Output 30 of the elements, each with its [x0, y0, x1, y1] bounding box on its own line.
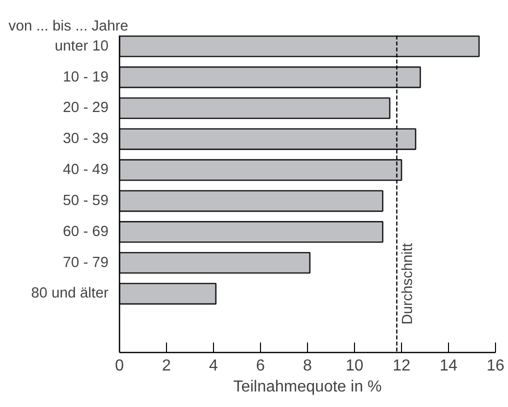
y-tick-label: 40 - 49 — [62, 162, 109, 178]
x-tick-label: 10 — [346, 358, 364, 374]
y-tick-label: 20 - 29 — [62, 100, 109, 116]
y-tick-label: 50 - 59 — [62, 192, 109, 209]
x-tick-label: 16 — [486, 358, 504, 374]
bar — [120, 66, 421, 88]
x-axis-title: Teilnahmequote in % — [233, 378, 382, 396]
x-tick-label: 12 — [392, 358, 410, 374]
x-tick-label: 4 — [209, 358, 218, 374]
x-tick-label: 6 — [256, 358, 266, 374]
bar — [120, 128, 416, 150]
ref-line-label: Durchschnitt — [400, 243, 416, 325]
y-tick-label: 80 und älter — [31, 286, 109, 302]
bar — [120, 282, 216, 305]
bar — [120, 97, 390, 120]
bar — [120, 36, 480, 58]
bar — [120, 159, 402, 181]
x-tick-label: 14 — [440, 358, 458, 374]
x-tick-label: 8 — [303, 358, 312, 374]
y-tick-label: 10 - 19 — [62, 69, 109, 86]
bar — [120, 221, 384, 243]
x-tick-label: 0 — [115, 358, 124, 374]
bar — [120, 190, 384, 212]
y-tick-label: 70 - 79 — [62, 254, 109, 271]
y-tick-label: 60 - 69 — [62, 224, 109, 240]
x-tick-label: 2 — [162, 358, 172, 374]
y-tick-label: 30 - 39 — [62, 131, 109, 148]
bar — [120, 252, 310, 274]
y-tick-label: unter 10 — [54, 38, 108, 54]
y-axis-title: von ... bis ... Jahre — [8, 18, 128, 34]
